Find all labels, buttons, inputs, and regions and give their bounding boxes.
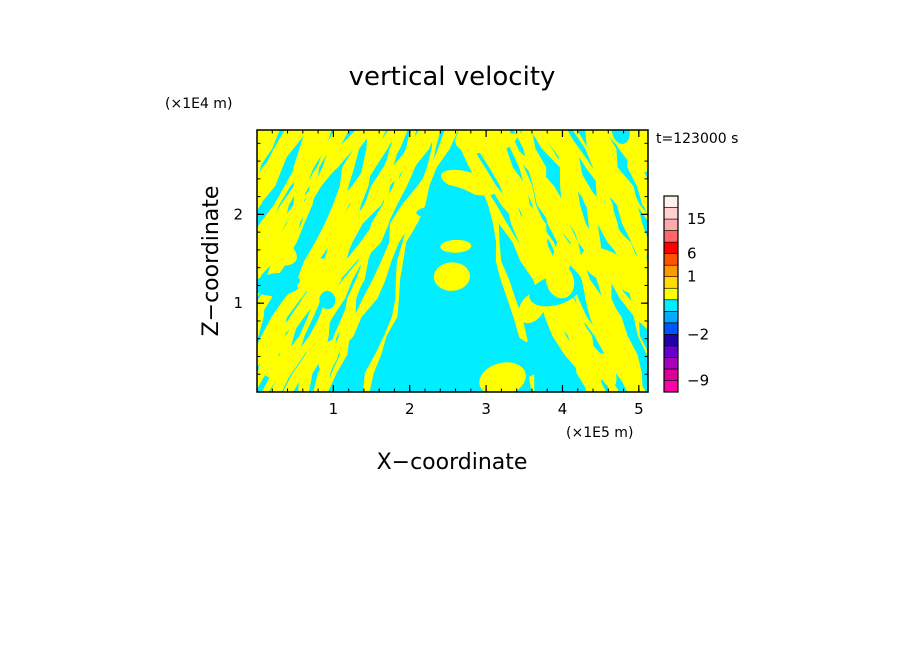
field-blob	[400, 297, 426, 319]
field-blob	[633, 143, 648, 173]
field-blob	[545, 263, 575, 299]
field-blob	[596, 353, 617, 388]
colorbar-swatch	[663, 345, 679, 358]
field-blob	[257, 272, 302, 297]
positive-band	[562, 130, 648, 295]
positive-band	[625, 130, 648, 220]
colorbar-swatch	[663, 380, 679, 393]
colorbar-swatch	[663, 207, 679, 220]
y-axis-title: Z−coordinate	[199, 186, 224, 337]
x-axis-ticks: 1 2 3 4 5	[271, 130, 644, 418]
colorbar-tick-label: −9	[687, 372, 709, 390]
positive-band	[257, 130, 280, 172]
field-blob	[261, 353, 284, 378]
positive-band	[257, 130, 434, 386]
field-blob	[592, 258, 634, 294]
plot-frame	[256, 129, 649, 393]
positive-band	[587, 130, 648, 295]
field-blob	[611, 130, 630, 144]
positive-band	[632, 130, 648, 147]
field-blob	[297, 274, 342, 291]
positive-band	[257, 130, 370, 280]
colorbar-swatch	[663, 195, 679, 208]
field-blob	[319, 291, 336, 310]
y-tick-label: 2	[233, 205, 243, 223]
x-tick-label: 3	[481, 400, 491, 418]
positive-band	[26, 130, 222, 392]
field-blob	[318, 339, 340, 372]
colorbar-swatch	[663, 264, 679, 278]
colorbar-swatch	[663, 287, 679, 301]
colorbar-swatch	[663, 299, 679, 312]
positive-band	[462, 130, 535, 392]
positive-band	[466, 130, 594, 392]
field-blob	[440, 169, 498, 196]
colorbar-swatch	[663, 368, 679, 381]
field-blob	[416, 204, 460, 218]
y-axis-ticks: 12	[233, 142, 648, 375]
y-scale-label: (×1E4 m)	[165, 96, 232, 112]
colorbar-tick-label: −2	[687, 325, 709, 343]
field-blob	[415, 216, 475, 243]
positive-band	[257, 130, 309, 213]
colorbar-swatch	[663, 357, 679, 370]
positive-band	[257, 130, 273, 151]
colorbar-swatch	[663, 253, 679, 266]
field-blob	[435, 184, 484, 209]
colorbar-tick-labels: −9 −2 1 6 15	[687, 210, 709, 389]
x-tick-label: 4	[558, 400, 568, 418]
colorbar-tick-label: 6	[687, 245, 697, 263]
colorbar	[663, 195, 679, 393]
colorbar-swatch	[663, 241, 679, 254]
positive-band	[572, 130, 648, 292]
positive-band	[314, 130, 459, 392]
x-scale-label: (×1E5 m)	[566, 425, 633, 441]
colorbar-tick-label: 15	[687, 210, 706, 228]
contour-field	[26, 130, 847, 392]
colorbar-swatch	[663, 334, 679, 347]
positive-band	[257, 130, 339, 339]
field-blob	[499, 336, 529, 357]
colorbar-frame	[663, 195, 679, 393]
x-tick-label: 1	[329, 400, 339, 418]
positive-band	[257, 130, 277, 148]
positive-band	[282, 130, 437, 392]
positive-band	[257, 130, 276, 186]
positive-band	[585, 130, 648, 359]
time-label: t=123000 s	[656, 131, 738, 147]
positive-band	[668, 130, 781, 392]
colorbar-swatch	[663, 322, 679, 335]
positive-band	[269, 130, 442, 392]
x-tick-label: 5	[634, 400, 644, 418]
x-tick-label: 2	[405, 400, 415, 418]
field-blob	[440, 239, 472, 253]
positive-band	[626, 130, 648, 158]
field-bands	[26, 130, 847, 392]
colorbar-tick-label: 1	[687, 268, 697, 286]
colorbar-swatch	[663, 218, 679, 231]
field-blob	[433, 262, 470, 291]
field-blob	[389, 331, 431, 360]
positive-band	[659, 130, 788, 392]
positive-band	[257, 130, 403, 369]
y-tick-label: 1	[233, 294, 243, 312]
colorbar-swatch	[663, 276, 679, 289]
x-axis-title: X−coordinate	[377, 450, 528, 475]
field-blob	[479, 362, 526, 392]
colorbar-swatch	[663, 310, 679, 324]
positive-band	[595, 130, 648, 281]
field-blob	[455, 130, 509, 154]
chart-title: vertical velocity	[349, 62, 556, 92]
positive-band	[257, 130, 264, 139]
positive-band	[686, 130, 847, 392]
positive-band	[523, 130, 604, 392]
colorbar-swatch	[663, 230, 679, 243]
